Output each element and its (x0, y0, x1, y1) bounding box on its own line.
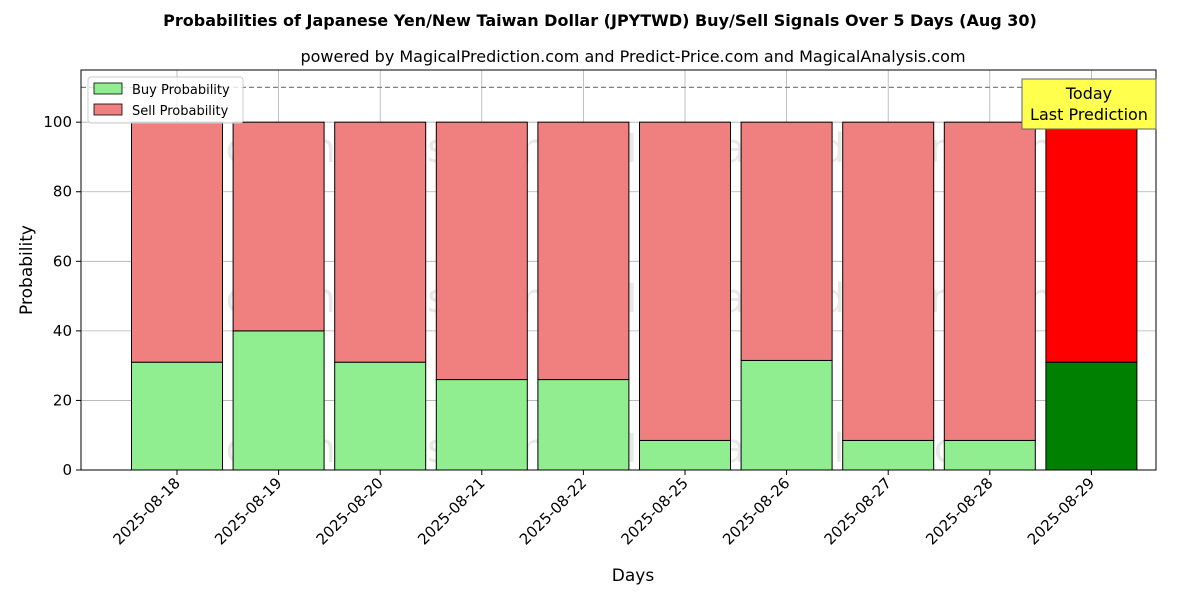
annotation-background (1021, 78, 1157, 130)
legend-label-sell: Sell Probability (132, 104, 229, 119)
bar-buy (131, 361, 223, 471)
x-tick-label: 2025-08-25 (617, 474, 691, 548)
bar-buy (943, 439, 1036, 471)
bar-buy (232, 330, 325, 471)
x-axis: 2025-08-18 2025-08-19 2025-08-20 2025-08-21… (109, 470, 1098, 548)
bar-sell (639, 121, 731, 441)
bar-sell (537, 121, 630, 381)
y-tick-label: 80 (53, 183, 72, 201)
bar-buy (537, 379, 630, 471)
x-tick-label: 2025-08-28 (922, 474, 996, 548)
legend-swatch-buy (93, 82, 123, 95)
bar-buy (740, 359, 833, 471)
y-axis: 0 20 40 60 80 100 (43, 113, 81, 479)
bar-buy (842, 439, 935, 471)
x-tick-label: 2025-08-21 (414, 474, 488, 548)
bar-sell (943, 121, 1036, 441)
bar-sell (740, 121, 833, 361)
chart-subtitle: powered by MagicalPrediction.com and Pre… (300, 47, 965, 66)
y-tick-label: 100 (43, 113, 72, 131)
bar-sell (334, 121, 427, 363)
legend: Buy Probability Sell Probability (87, 76, 244, 124)
annotation-line-2: Last Prediction (1030, 105, 1148, 124)
legend-label-buy: Buy Probability (132, 83, 230, 98)
bar-buy (639, 439, 731, 471)
chart-title: Probabilities of Japanese Yen/New Taiwan… (163, 11, 1037, 30)
x-tick-label: 2025-08-22 (516, 474, 590, 548)
x-tick-label: 2025-08-19 (211, 474, 285, 548)
bar-sell (1045, 121, 1138, 363)
bar-buy (334, 361, 427, 471)
annotation-box: Today Last Prediction (1021, 78, 1157, 130)
bar-buy (1045, 361, 1138, 471)
bars (131, 121, 1138, 471)
x-tick-label: 2025-08-29 (1024, 474, 1098, 548)
x-axis-label: Days (612, 566, 655, 586)
y-tick-label: 60 (53, 252, 72, 270)
y-tick-label: 40 (53, 322, 72, 340)
bar-sell (842, 121, 935, 441)
y-tick-label: 0 (62, 461, 72, 479)
bar-sell (131, 121, 223, 363)
x-tick-label: 2025-08-26 (719, 474, 793, 548)
bar-sell (435, 121, 528, 381)
annotation-line-1: Today (1065, 84, 1112, 103)
x-tick-label: 2025-08-27 (821, 474, 895, 548)
y-axis-label: Probability (17, 225, 37, 315)
plot-frame (80, 69, 1157, 471)
x-tick-label: 2025-08-20 (313, 474, 387, 548)
bar-sell (232, 121, 325, 332)
bar-buy (435, 379, 528, 471)
legend-box (87, 76, 244, 124)
legend-swatch-sell (93, 103, 123, 116)
x-tick-label: 2025-08-18 (109, 474, 183, 548)
y-tick-label: 20 (53, 391, 72, 409)
